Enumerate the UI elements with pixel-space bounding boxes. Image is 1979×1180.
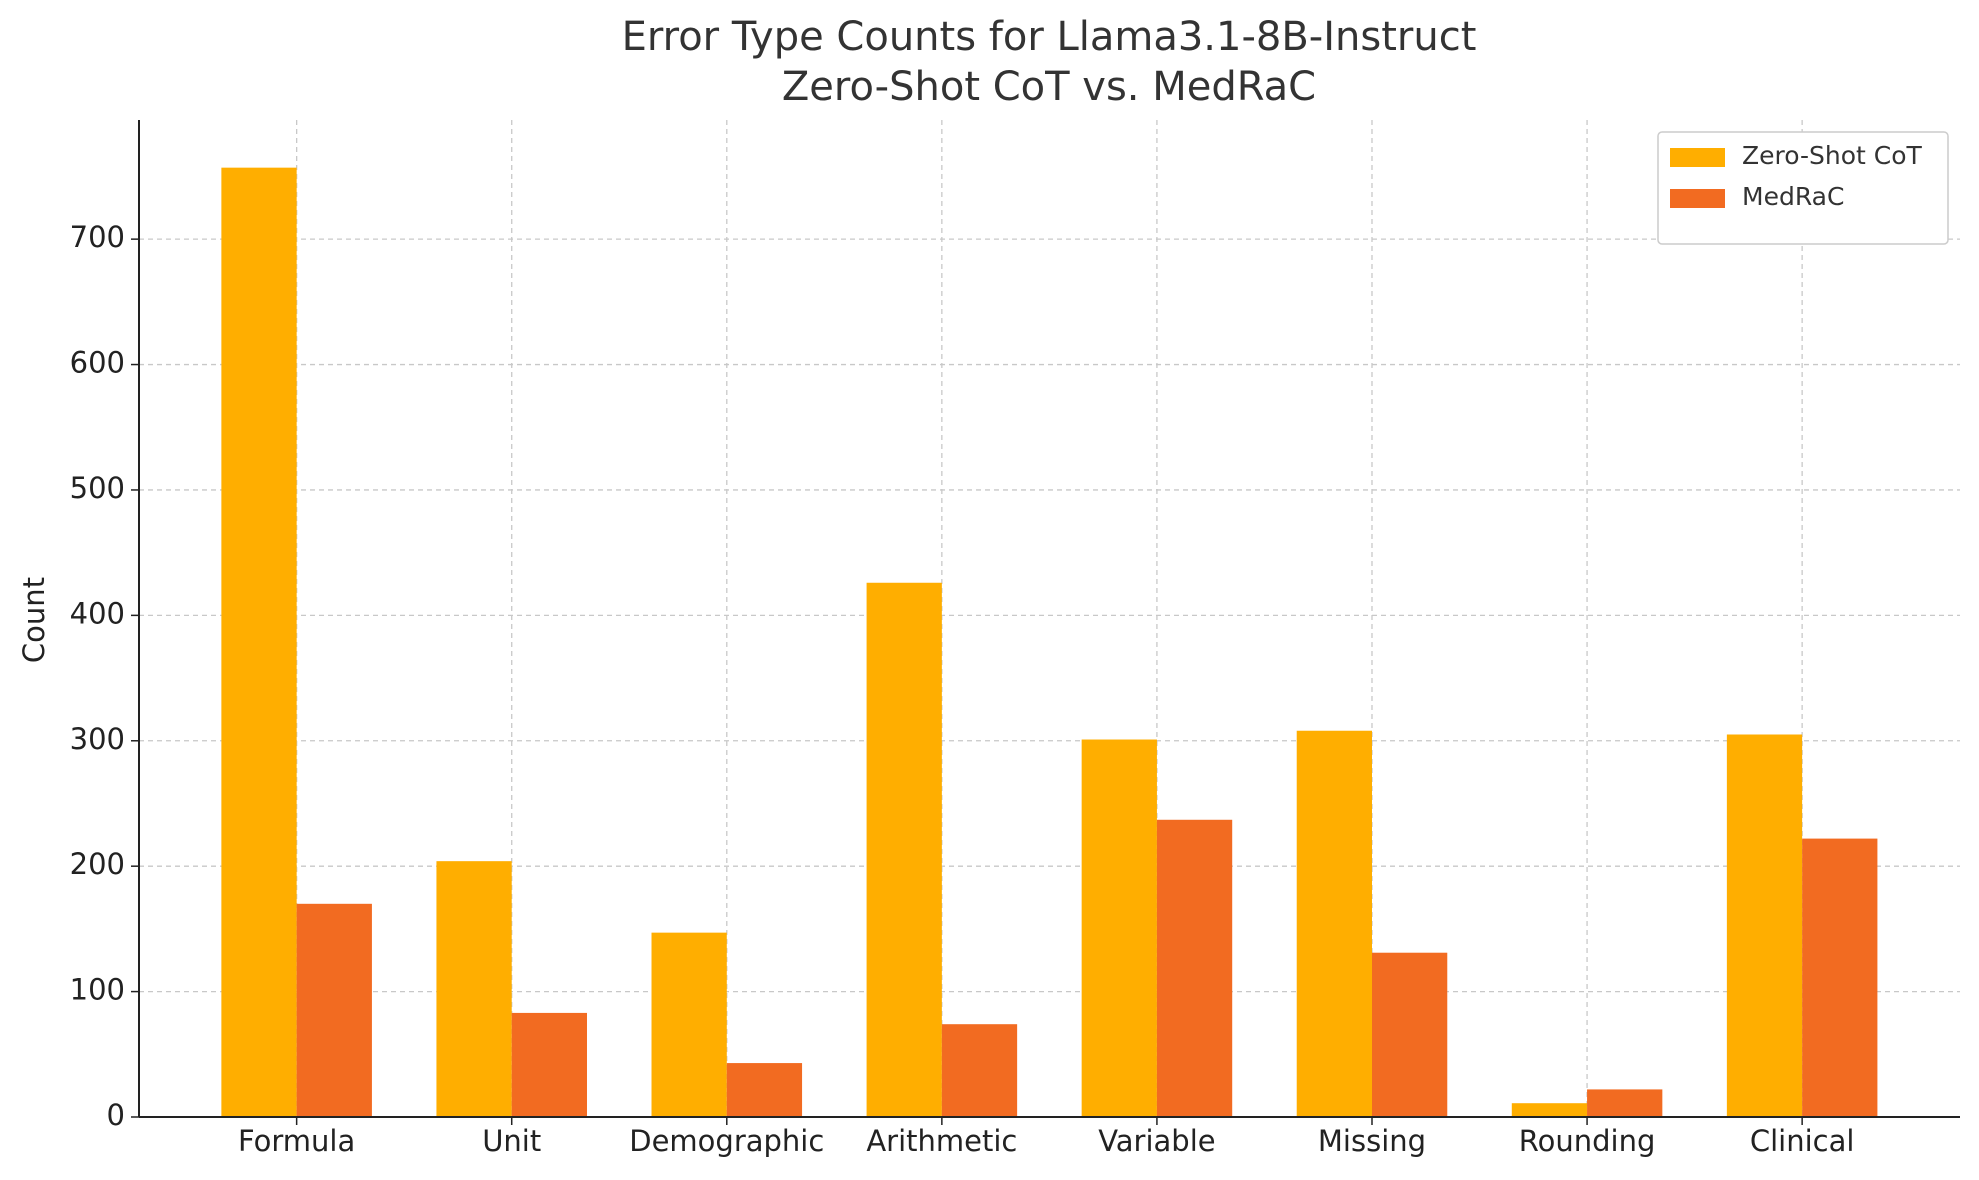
y-tick-label: 600	[70, 346, 125, 380]
legend-label: MedRaC	[1742, 182, 1844, 211]
y-axis-label: Count	[17, 577, 51, 663]
legend-box	[1657, 131, 1949, 245]
bar	[651, 932, 727, 1117]
y-tick-label: 0	[107, 1098, 125, 1132]
chart-subtitle: Zero-Shot CoT vs. MedRaC	[782, 64, 1316, 110]
bar	[866, 582, 942, 1117]
y-tick-label: 300	[70, 722, 125, 756]
bar	[726, 1063, 803, 1117]
legend-swatch	[1670, 148, 1725, 167]
legend-swatch	[1670, 189, 1725, 208]
y-tick-label: 700	[70, 220, 125, 254]
x-tick-label: Missing	[1318, 1124, 1426, 1158]
y-tick-label: 100	[70, 973, 125, 1007]
y-tick-label: 500	[70, 471, 125, 505]
y-tick-label: 200	[70, 847, 125, 881]
bar	[1156, 819, 1233, 1117]
bar	[1296, 730, 1372, 1117]
bar	[1726, 734, 1803, 1117]
x-tick-label: Formula	[238, 1124, 355, 1158]
bar	[1802, 838, 1878, 1117]
bar	[221, 167, 297, 1118]
x-tick-label: Demographic	[629, 1124, 824, 1158]
bar	[941, 1024, 1018, 1117]
legend-label: Zero-Shot CoT	[1742, 141, 1923, 170]
chart-title: Error Type Counts for Llama3.1-8B-Instru…	[622, 14, 1477, 60]
bar	[1081, 739, 1157, 1117]
bar	[436, 861, 512, 1117]
bar	[511, 1012, 587, 1117]
bar	[1587, 1089, 1663, 1117]
x-tick-label: Variable	[1098, 1124, 1215, 1158]
bar	[296, 903, 372, 1117]
bar	[1511, 1103, 1588, 1117]
bar	[1371, 952, 1448, 1117]
y-tick-label: 400	[70, 596, 125, 630]
x-tick-label: Unit	[482, 1124, 541, 1158]
x-tick-label: Clinical	[1750, 1124, 1855, 1158]
x-tick-label: Rounding	[1519, 1124, 1656, 1158]
x-tick-label: Arithmetic	[866, 1124, 1017, 1158]
